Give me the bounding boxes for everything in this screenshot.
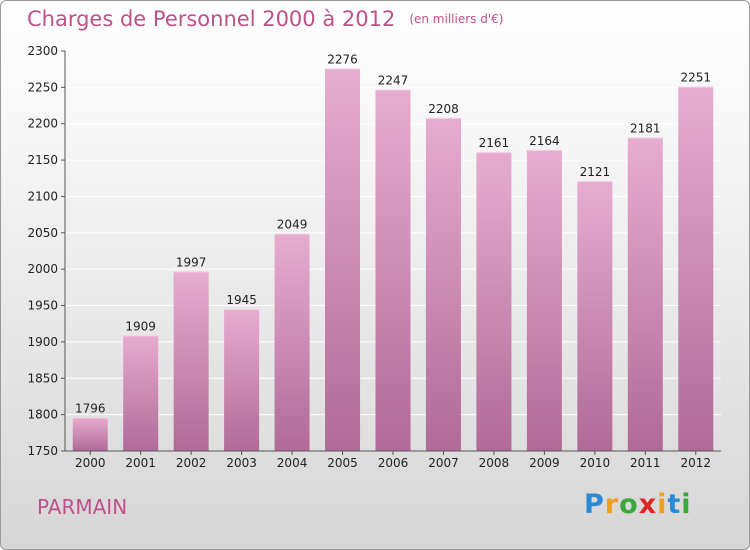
y-tick-label: 1950: [27, 299, 58, 313]
y-tick-label: 2300: [27, 44, 58, 58]
bar-2002: [173, 271, 209, 451]
labels: 1750 1800 1850 1900 1950 2000 2050 2100 2150 2200…: [27, 44, 711, 470]
value-label: 2161: [479, 136, 510, 150]
y-tick-label: 1850: [27, 371, 58, 385]
value-label: 1997: [176, 255, 207, 269]
x-tick-label: 2005: [327, 456, 358, 470]
chart-title: Charges de Personnel 2000 à 2012 (en mill…: [27, 7, 503, 31]
value-label: 2251: [680, 71, 711, 85]
x-tick-label: 2012: [680, 456, 711, 470]
bar-2010: [577, 181, 613, 451]
x-tick-label: 2002: [176, 456, 207, 470]
bar-2009: [526, 149, 562, 451]
value-label: 2247: [378, 74, 409, 88]
proxiti-logo: Proxiti: [584, 489, 692, 520]
y-tick-label: 2250: [27, 80, 58, 94]
bar-2004: [274, 233, 310, 451]
x-tick-label: 2003: [226, 456, 257, 470]
x-tick-label: 2008: [479, 456, 510, 470]
y-tick-label: 2000: [27, 262, 58, 276]
bar-2011: [627, 137, 663, 451]
city-name: PARMAIN: [37, 495, 128, 519]
chart-subtitle: (en milliers d'€): [409, 12, 504, 26]
bar-2012: [678, 86, 714, 452]
chart-title-text: Charges de Personnel 2000 à 2012: [27, 7, 396, 31]
bars: [72, 68, 714, 452]
x-tick-label: 2000: [75, 456, 106, 470]
y-tick-label: 2050: [27, 226, 58, 240]
value-label: 2181: [630, 122, 661, 136]
value-label: 2049: [277, 218, 308, 232]
x-tick-label: 2009: [529, 456, 560, 470]
value-label: 2276: [327, 52, 358, 66]
y-tick-label: 1750: [27, 444, 58, 458]
x-tick-label: 2004: [277, 456, 308, 470]
y-tick-label: 2200: [27, 117, 58, 131]
y-tick-label: 1900: [27, 335, 58, 349]
value-label: 2164: [529, 134, 560, 148]
x-tick-label: 2007: [428, 456, 459, 470]
bar-2000: [72, 417, 108, 451]
value-label: 2208: [428, 102, 459, 116]
value-label: 2121: [580, 165, 611, 179]
x-tick-label: 2011: [630, 456, 661, 470]
y-tick-label: 1800: [27, 408, 58, 422]
bar-2007: [425, 117, 461, 451]
x-tick-label: 2010: [580, 456, 611, 470]
value-label: 1909: [125, 319, 156, 333]
bar-2003: [224, 309, 260, 451]
bar-2005: [325, 68, 361, 452]
bar-2006: [375, 89, 411, 451]
y-tick-label: 2100: [27, 189, 58, 203]
axes: [61, 50, 721, 455]
x-tick-label: 2006: [378, 456, 409, 470]
value-label: 1796: [75, 402, 106, 416]
y-tick-label: 2150: [27, 153, 58, 167]
bar-2001: [123, 335, 159, 451]
bar-2008: [476, 152, 512, 451]
value-label: 1945: [226, 293, 257, 307]
x-tick-label: 2001: [125, 456, 156, 470]
